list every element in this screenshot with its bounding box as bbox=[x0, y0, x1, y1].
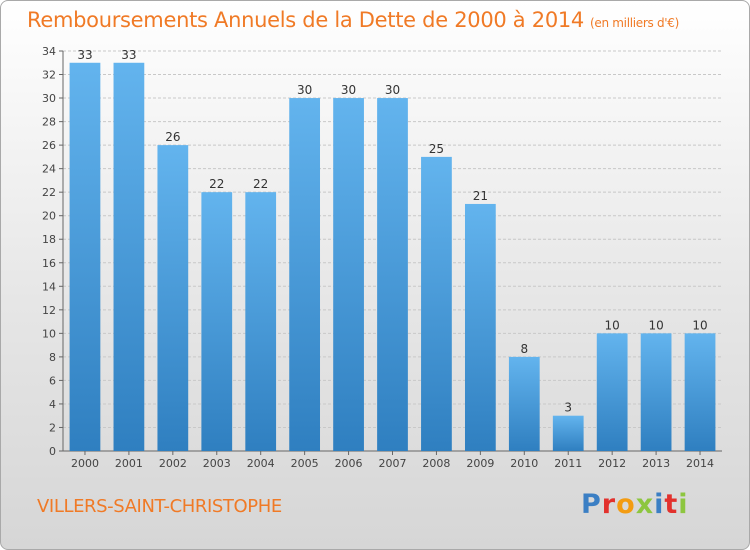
x-tick-label: 2007 bbox=[379, 457, 407, 470]
x-tick-label: 2001 bbox=[115, 457, 143, 470]
y-tick-label: 6 bbox=[49, 374, 56, 387]
bar bbox=[289, 98, 321, 451]
y-tick-label: 22 bbox=[42, 186, 56, 199]
x-tick-label: 2012 bbox=[598, 457, 626, 470]
bar bbox=[464, 203, 496, 451]
bar bbox=[377, 98, 408, 451]
bar bbox=[596, 333, 628, 451]
bar bbox=[508, 356, 540, 451]
title-text: Remboursements Annuels de la Dette de 20… bbox=[27, 8, 584, 32]
proxiti-logo: Proxiti bbox=[581, 489, 689, 520]
y-tick-label: 10 bbox=[42, 327, 56, 340]
bar bbox=[245, 192, 277, 452]
x-tick-label: 2010 bbox=[510, 457, 538, 470]
bar bbox=[333, 98, 364, 451]
x-tick-label: 2002 bbox=[159, 457, 187, 470]
y-tick-label: 34 bbox=[42, 45, 56, 58]
logo-letter: r bbox=[601, 489, 617, 520]
logo-letter: i bbox=[678, 489, 689, 520]
bar-value-label: 10 bbox=[605, 318, 620, 332]
chart-title: Remboursements Annuels de la Dette de 20… bbox=[27, 8, 679, 32]
bar-value-label: 25 bbox=[429, 142, 444, 156]
bar-value-label: 26 bbox=[165, 130, 180, 144]
x-tick-label: 2013 bbox=[642, 457, 670, 470]
x-tick-label: 2000 bbox=[71, 457, 99, 470]
bar-value-label: 33 bbox=[77, 48, 92, 62]
bar-value-label: 30 bbox=[385, 83, 400, 97]
bar-value-label: 30 bbox=[297, 83, 312, 97]
y-tick-label: 16 bbox=[42, 257, 56, 270]
y-tick-label: 32 bbox=[42, 69, 56, 82]
bar bbox=[69, 62, 101, 451]
bar-value-label: 10 bbox=[692, 318, 707, 332]
logo-letter: P bbox=[581, 489, 602, 520]
bar bbox=[684, 333, 716, 451]
bar bbox=[640, 333, 672, 451]
x-tick-label: 2014 bbox=[686, 457, 714, 470]
x-tick-label: 2005 bbox=[291, 457, 319, 470]
y-tick-label: 14 bbox=[42, 280, 56, 293]
y-tick-label: 4 bbox=[49, 398, 56, 411]
y-tick-label: 8 bbox=[49, 351, 56, 364]
bar-value-label: 8 bbox=[520, 342, 528, 356]
unit-label: (en milliers d'€) bbox=[590, 16, 680, 30]
bar-value-label: 21 bbox=[473, 189, 488, 203]
y-tick-label: 26 bbox=[42, 139, 56, 152]
commune-name: VILLERS-SAINT-CHRISTOPHE bbox=[37, 496, 282, 517]
x-tick-label: 2006 bbox=[335, 457, 363, 470]
y-tick-label: 12 bbox=[42, 304, 56, 317]
y-tick-label: 24 bbox=[42, 163, 56, 176]
y-tick-label: 0 bbox=[49, 445, 56, 458]
bars bbox=[69, 62, 716, 452]
x-tick-label: 2008 bbox=[422, 457, 450, 470]
bar bbox=[157, 145, 189, 451]
logo-letter: t bbox=[664, 489, 679, 520]
x-tick-label: 2004 bbox=[247, 457, 275, 470]
bar bbox=[552, 415, 584, 451]
logo-letter: x bbox=[635, 489, 655, 520]
data-labels: 33 33 26 22 22 30 30 30 25 21 8 3 10 10 10 bbox=[77, 48, 707, 415]
bar-value-label: 22 bbox=[209, 177, 224, 191]
y-tick-label: 30 bbox=[42, 92, 56, 105]
bar bbox=[201, 192, 233, 452]
bar-value-label: 3 bbox=[564, 401, 572, 415]
bar bbox=[113, 62, 145, 451]
y-tick-label: 28 bbox=[42, 116, 56, 129]
bar bbox=[421, 156, 452, 451]
logo-letter: o bbox=[616, 489, 636, 520]
y-tick-label: 18 bbox=[42, 233, 56, 246]
x-tick-label: 2011 bbox=[554, 457, 582, 470]
bar-value-label: 10 bbox=[648, 318, 663, 332]
y-tick-label: 20 bbox=[42, 210, 56, 223]
bar-value-label: 22 bbox=[253, 177, 268, 191]
x-tick-label: 2009 bbox=[466, 457, 494, 470]
x-tick-label: 2003 bbox=[203, 457, 231, 470]
bar-value-label: 30 bbox=[341, 83, 356, 97]
y-tick-label: 2 bbox=[49, 421, 56, 434]
logo-letter: i bbox=[654, 489, 665, 520]
bar-value-label: 33 bbox=[121, 48, 136, 62]
